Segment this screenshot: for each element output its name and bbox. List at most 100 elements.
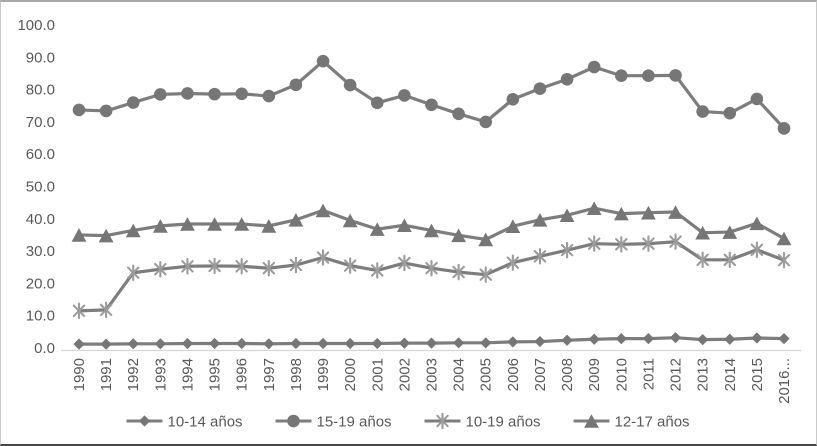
series-markers-circle — [72, 54, 791, 135]
asterisk-spoke — [181, 260, 194, 273]
data-point-asterisk — [425, 259, 438, 277]
asterisk-spoke — [99, 303, 113, 317]
y-axis-label: 30.0 — [26, 243, 55, 260]
data-point-circle — [154, 88, 167, 101]
data-point-diamond — [697, 334, 709, 346]
x-axis-label: 2002 — [396, 358, 413, 391]
data-point-diamond — [480, 337, 492, 349]
data-point-diamond — [778, 333, 790, 345]
asterisk-spoke — [398, 256, 411, 270]
data-point-circle — [235, 87, 248, 101]
data-point-diamond — [344, 337, 356, 350]
x-axis-label: 2001 — [369, 358, 386, 391]
data-point-asterisk — [181, 258, 194, 275]
asterisk-spoke — [723, 253, 737, 267]
data-point-diamond — [100, 338, 112, 350]
asterisk-spoke — [750, 243, 764, 257]
data-point-asterisk — [343, 257, 357, 274]
data-point-circle — [262, 89, 276, 103]
data-point-circle — [72, 103, 86, 117]
data-point-triangle — [505, 219, 521, 234]
x-axis: 1990 1991 1992 1993 1994 1995 1996 1997 1998 1999… — [71, 358, 793, 404]
legend-label: 10-19 años — [466, 414, 541, 431]
asterisk-spoke — [436, 414, 449, 428]
data-point-circle — [642, 69, 655, 83]
asterisk-spoke — [587, 237, 601, 250]
data-point-asterisk — [723, 251, 737, 269]
asterisk-spoke — [262, 261, 276, 275]
series-markers-asterisk — [72, 233, 791, 320]
data-point-asterisk — [208, 257, 221, 275]
data-point-triangle — [613, 206, 629, 221]
asterisk-spoke — [289, 258, 303, 272]
data-point-triangle — [342, 213, 358, 228]
data-point-asterisk — [506, 254, 520, 271]
x-axis-label: 2007 — [532, 358, 549, 391]
data-point-triangle — [71, 228, 87, 242]
data-point-circle — [398, 89, 411, 102]
data-point-circle — [777, 122, 791, 135]
data-point-triangle — [478, 232, 494, 247]
series-markers-diamond — [73, 332, 790, 350]
x-axis-label: 1996 — [234, 358, 251, 391]
x-axis-label: 2011 — [640, 358, 657, 390]
series-markers-triangle — [71, 201, 792, 247]
x-axis-label: 1998 — [288, 358, 305, 391]
data-point-triangle — [722, 225, 738, 239]
y-axis-label: 60.0 — [26, 146, 55, 163]
data-point-diamond — [236, 337, 248, 350]
asterisk-spoke — [343, 259, 357, 272]
y-axis-label: 40.0 — [26, 211, 55, 228]
asterisk-spoke — [696, 253, 709, 267]
data-point-asterisk — [750, 241, 764, 259]
data-point-asterisk — [99, 301, 113, 319]
data-point-asterisk — [452, 263, 465, 281]
data-point-circle — [533, 82, 547, 95]
data-point-circle — [587, 60, 601, 74]
asterisk-spoke — [479, 268, 492, 281]
asterisk-spoke — [642, 237, 655, 250]
asterisk-spoke — [669, 235, 682, 248]
x-axis-label: 2014 — [722, 358, 739, 391]
x-axis-label: 2015 — [749, 358, 766, 391]
x-axis-label: 2010 — [613, 358, 630, 391]
data-point-circle — [181, 87, 194, 100]
legend-label: 15-19 años — [317, 414, 392, 431]
data-point-circle — [343, 78, 357, 92]
data-point-asterisk — [696, 251, 709, 269]
asterisk-spoke — [371, 264, 384, 277]
data-point-diamond — [561, 334, 573, 346]
data-point-asterisk — [371, 262, 384, 279]
asterisk-spoke — [316, 251, 330, 264]
data-point-asterisk — [154, 260, 167, 278]
legend-item: 12-17 años — [573, 414, 690, 431]
legend-item: 10-14 años — [126, 414, 243, 431]
data-point-triangle — [695, 225, 711, 240]
x-axis-label: 2009 — [586, 358, 603, 391]
data-point-triangle — [532, 212, 548, 227]
data-point-asterisk — [777, 251, 791, 269]
data-point-triangle — [180, 217, 195, 231]
x-axis-label: 2004 — [451, 358, 468, 391]
data-point-circle — [696, 105, 709, 118]
data-point-diamond — [425, 337, 438, 349]
asterisk-spoke — [235, 260, 248, 273]
x-axis-label: 1999 — [315, 358, 332, 391]
data-point-circle — [126, 96, 140, 109]
asterisk-spoke — [452, 265, 465, 279]
legend-marker-asterisk — [436, 412, 449, 430]
data-point-triangle — [125, 223, 141, 238]
data-point-circle — [99, 104, 113, 118]
x-axis-label: 1997 — [261, 358, 278, 391]
x-axis-label: 2016... — [776, 358, 793, 404]
legend-marker-diamond — [138, 415, 151, 427]
data-point-diamond — [317, 337, 329, 350]
data-point-circle — [289, 78, 303, 92]
data-point-diamond — [751, 332, 763, 344]
data-point-asterisk — [72, 302, 86, 320]
data-point-diamond — [615, 333, 627, 345]
data-point-triangle — [152, 219, 168, 233]
asterisk-spoke — [72, 304, 86, 318]
x-axis-label: 2006 — [505, 358, 522, 391]
data-point-triangle — [559, 208, 575, 223]
